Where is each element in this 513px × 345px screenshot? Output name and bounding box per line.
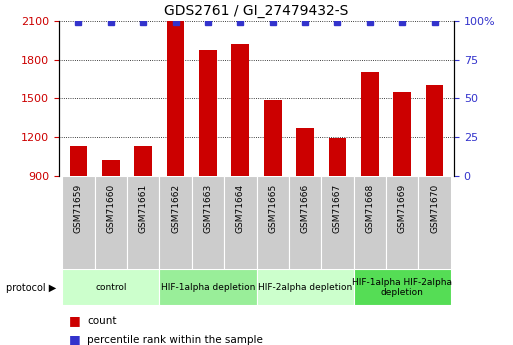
Bar	[134, 146, 152, 176]
Text: GSM71669: GSM71669	[398, 184, 407, 233]
Text: GSM71661: GSM71661	[139, 184, 148, 233]
Text: ■: ■	[69, 314, 81, 327]
Text: protocol ▶: protocol ▶	[6, 283, 56, 293]
Bar	[256, 176, 289, 271]
Text: HIF-1alpha depletion: HIF-1alpha depletion	[161, 283, 255, 292]
Text: control: control	[95, 283, 127, 292]
Bar	[289, 176, 321, 271]
Text: GSM71662: GSM71662	[171, 184, 180, 233]
Bar	[419, 176, 451, 271]
Text: GSM71670: GSM71670	[430, 184, 439, 233]
Bar	[62, 176, 94, 271]
Text: count: count	[87, 316, 117, 326]
Text: GSM71667: GSM71667	[333, 184, 342, 233]
Bar	[353, 269, 451, 305]
Bar	[231, 44, 249, 176]
Bar	[94, 176, 127, 271]
Bar	[199, 50, 217, 176]
Bar	[70, 146, 87, 176]
Bar	[224, 176, 256, 271]
Text: GSM71666: GSM71666	[301, 184, 309, 233]
Bar	[426, 85, 443, 176]
Bar	[192, 176, 224, 271]
Text: GSM71664: GSM71664	[236, 184, 245, 233]
Bar	[296, 128, 314, 176]
Bar	[264, 100, 282, 176]
Bar	[321, 176, 353, 271]
Text: percentile rank within the sample: percentile rank within the sample	[87, 335, 263, 345]
Bar	[160, 176, 192, 271]
Bar	[353, 176, 386, 271]
Bar	[328, 138, 346, 176]
Text: GSM71660: GSM71660	[106, 184, 115, 233]
Title: GDS2761 / GI_27479432-S: GDS2761 / GI_27479432-S	[164, 4, 349, 18]
Bar	[102, 160, 120, 176]
Bar	[393, 92, 411, 176]
Bar	[62, 269, 160, 305]
Text: GSM71663: GSM71663	[204, 184, 212, 233]
Text: HIF-2alpha depletion: HIF-2alpha depletion	[258, 283, 352, 292]
Bar	[256, 269, 353, 305]
Text: GSM71665: GSM71665	[268, 184, 277, 233]
Bar	[127, 176, 160, 271]
Text: GSM71668: GSM71668	[365, 184, 374, 233]
Bar	[361, 72, 379, 176]
Bar	[160, 269, 256, 305]
Bar	[167, 21, 185, 176]
Bar	[386, 176, 419, 271]
Text: GSM71659: GSM71659	[74, 184, 83, 233]
Text: ■: ■	[69, 333, 81, 345]
Text: HIF-1alpha HIF-2alpha
depletion: HIF-1alpha HIF-2alpha depletion	[352, 277, 452, 297]
